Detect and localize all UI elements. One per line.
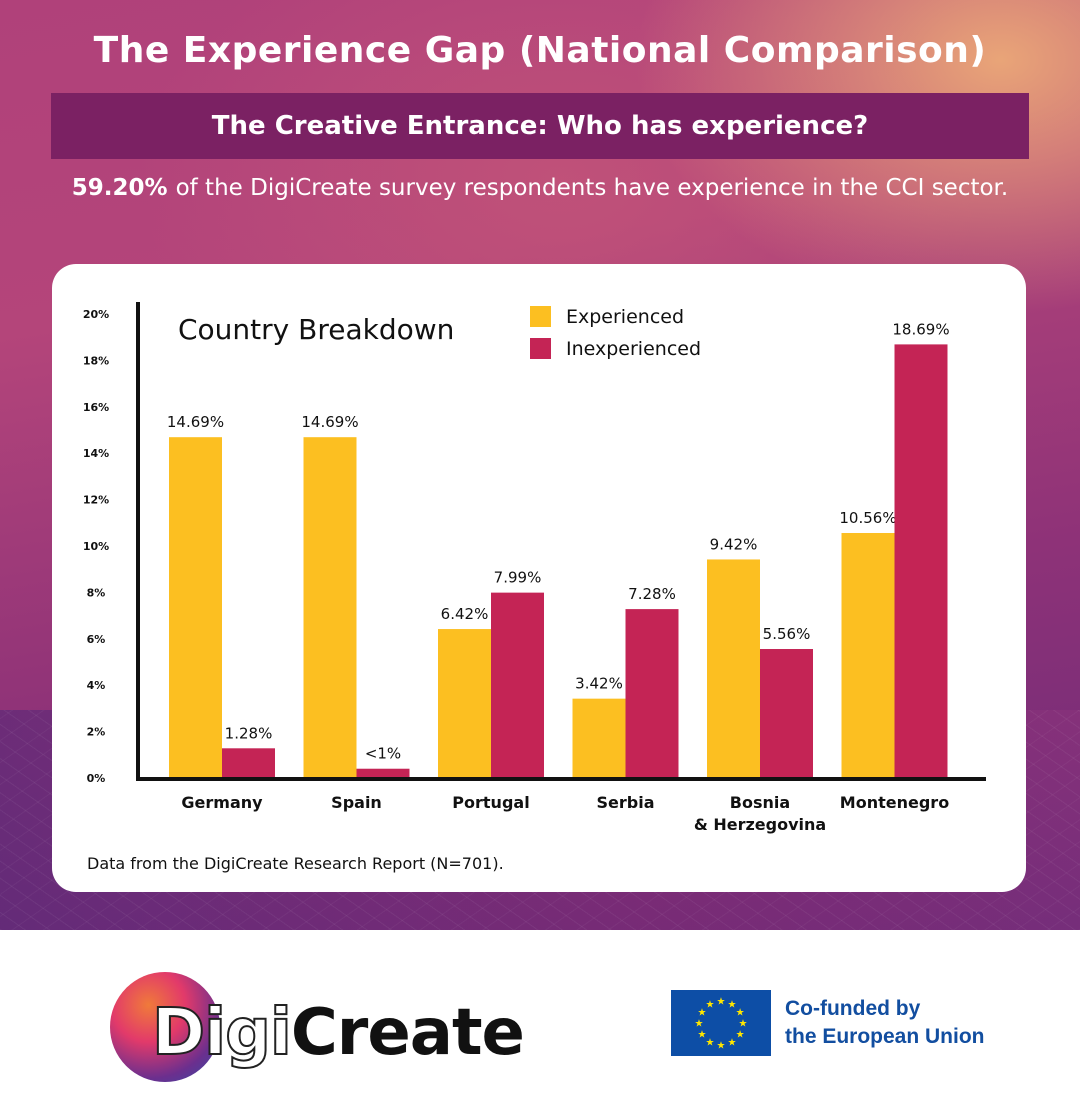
star-icon: ★ bbox=[697, 1030, 706, 1041]
x-tick-label: Spain bbox=[331, 793, 382, 812]
data-label: 5.56% bbox=[763, 625, 811, 643]
y-tick-label: 18% bbox=[83, 354, 109, 367]
y-tick-label: 6% bbox=[87, 633, 106, 646]
x-tick-label: Bosnia & Herzegovina bbox=[694, 793, 826, 834]
legend-swatch-inexperienced bbox=[530, 338, 551, 359]
bar-inexperienced bbox=[222, 748, 275, 778]
y-tick-label: 14% bbox=[83, 447, 109, 460]
header-banner: The Experience Gap (National Comparison)… bbox=[0, 0, 1080, 930]
stat-text: of the DigiCreate survey respondents hav… bbox=[175, 175, 1009, 201]
source-note: Data from the DigiCreate Research Report… bbox=[87, 854, 504, 873]
data-label: 3.42% bbox=[575, 675, 623, 693]
bar-experienced bbox=[169, 437, 222, 778]
subtitle-text: The Creative Entrance: Who has experienc… bbox=[211, 111, 869, 141]
bar-inexperienced bbox=[894, 344, 948, 778]
star-icon: ★ bbox=[697, 1008, 706, 1019]
eu-stars-icon: ★ ★★★★★★★★★★★ bbox=[695, 997, 748, 1052]
bar-experienced bbox=[841, 533, 895, 778]
eu-cofunding-badge: ★ ★ ★ ★ ★ ★ ★ ★ ★ ★ ★ ★ Co-funded by the European U… bbox=[671, 990, 985, 1056]
legend-label: Experienced bbox=[566, 306, 684, 328]
data-label: <1% bbox=[365, 745, 401, 763]
globe-icon bbox=[110, 972, 220, 1082]
y-tick-label: 2% bbox=[87, 726, 106, 739]
data-label: 14.69% bbox=[167, 413, 224, 431]
data-label: 9.42% bbox=[710, 535, 758, 553]
bar-experienced bbox=[438, 629, 491, 778]
x-tick-label: Portugal bbox=[452, 793, 529, 812]
data-label: 10.56% bbox=[839, 509, 896, 527]
x-tick-label: Montenegro bbox=[840, 793, 949, 812]
star-icon: ★ bbox=[695, 1019, 704, 1030]
star-icon: ★ bbox=[736, 1030, 745, 1041]
summary-statement: 59.20% of the DigiCreate survey responde… bbox=[60, 170, 1020, 206]
data-label: 7.99% bbox=[494, 569, 542, 587]
star-icon: ★ bbox=[717, 1041, 726, 1052]
chart-card: 0% 2% 4% 6% 8% 10% 12% 14% 16% 18% 20% 14.69% 1.28% G… bbox=[52, 264, 1026, 892]
eu-text-line1: Co-funded by bbox=[785, 997, 921, 1020]
legend-swatch-experienced bbox=[530, 306, 551, 327]
data-label: 7.28% bbox=[628, 585, 676, 603]
data-label: 1.28% bbox=[225, 724, 273, 742]
data-label: 6.42% bbox=[441, 605, 489, 623]
y-tick-label: 0% bbox=[87, 772, 106, 785]
y-tick-label: 16% bbox=[83, 401, 109, 414]
eu-flag-icon: ★ ★ ★ ★ ★ ★ ★ ★ ★ ★ ★ ★ bbox=[671, 990, 771, 1056]
star-icon: ★ bbox=[706, 999, 715, 1010]
x-tick-label: Serbia bbox=[597, 793, 655, 812]
bar-experienced bbox=[707, 559, 760, 778]
page-title: The Experience Gap (National Comparison) bbox=[93, 30, 987, 71]
bar-inexperienced bbox=[356, 768, 410, 778]
bar-inexperienced bbox=[760, 649, 813, 778]
star-icon: ★ bbox=[736, 1008, 745, 1019]
logo-digi: Digi bbox=[151, 995, 293, 1071]
y-tick-label: 8% bbox=[87, 586, 106, 599]
stat-highlight: 59.20% bbox=[71, 175, 168, 201]
legend-label: Inexperienced bbox=[566, 338, 701, 360]
data-label: 18.69% bbox=[892, 320, 949, 338]
star-icon: ★ bbox=[728, 999, 737, 1010]
subtitle-banner: The Creative Entrance: Who has experienc… bbox=[51, 93, 1029, 159]
y-tick-label: 20% bbox=[83, 308, 109, 321]
digicreate-logo: DigiCreate bbox=[70, 952, 525, 1102]
bar-experienced bbox=[303, 437, 357, 778]
x-tick-label: Germany bbox=[181, 793, 263, 812]
y-tick-label: 10% bbox=[83, 540, 109, 553]
bar-experienced bbox=[572, 698, 626, 778]
y-tick-label: 4% bbox=[87, 679, 106, 692]
data-label: 14.69% bbox=[301, 413, 358, 431]
bar-chart: 0% 2% 4% 6% 8% 10% 12% 14% 16% 18% 20% 14.69% 1.28% G… bbox=[83, 302, 986, 834]
star-icon: ★ bbox=[728, 1038, 737, 1049]
star-icon: ★ bbox=[739, 1019, 748, 1030]
chart-title: Country Breakdown bbox=[178, 313, 454, 346]
star-icon: ★ bbox=[706, 1038, 715, 1049]
bar-inexperienced bbox=[491, 592, 544, 778]
y-tick-label: 12% bbox=[83, 494, 109, 507]
logo-create: Create bbox=[290, 996, 525, 1070]
footer: DigiCreate ★ ★ ★ ★ ★ ★ ★ ★ ★ ★ ★ ★ Co-funded by the… bbox=[0, 930, 1080, 1114]
bar-inexperienced bbox=[625, 609, 679, 778]
eu-text-line2: the European Union bbox=[785, 1025, 985, 1048]
star-icon: ★ bbox=[717, 997, 726, 1008]
